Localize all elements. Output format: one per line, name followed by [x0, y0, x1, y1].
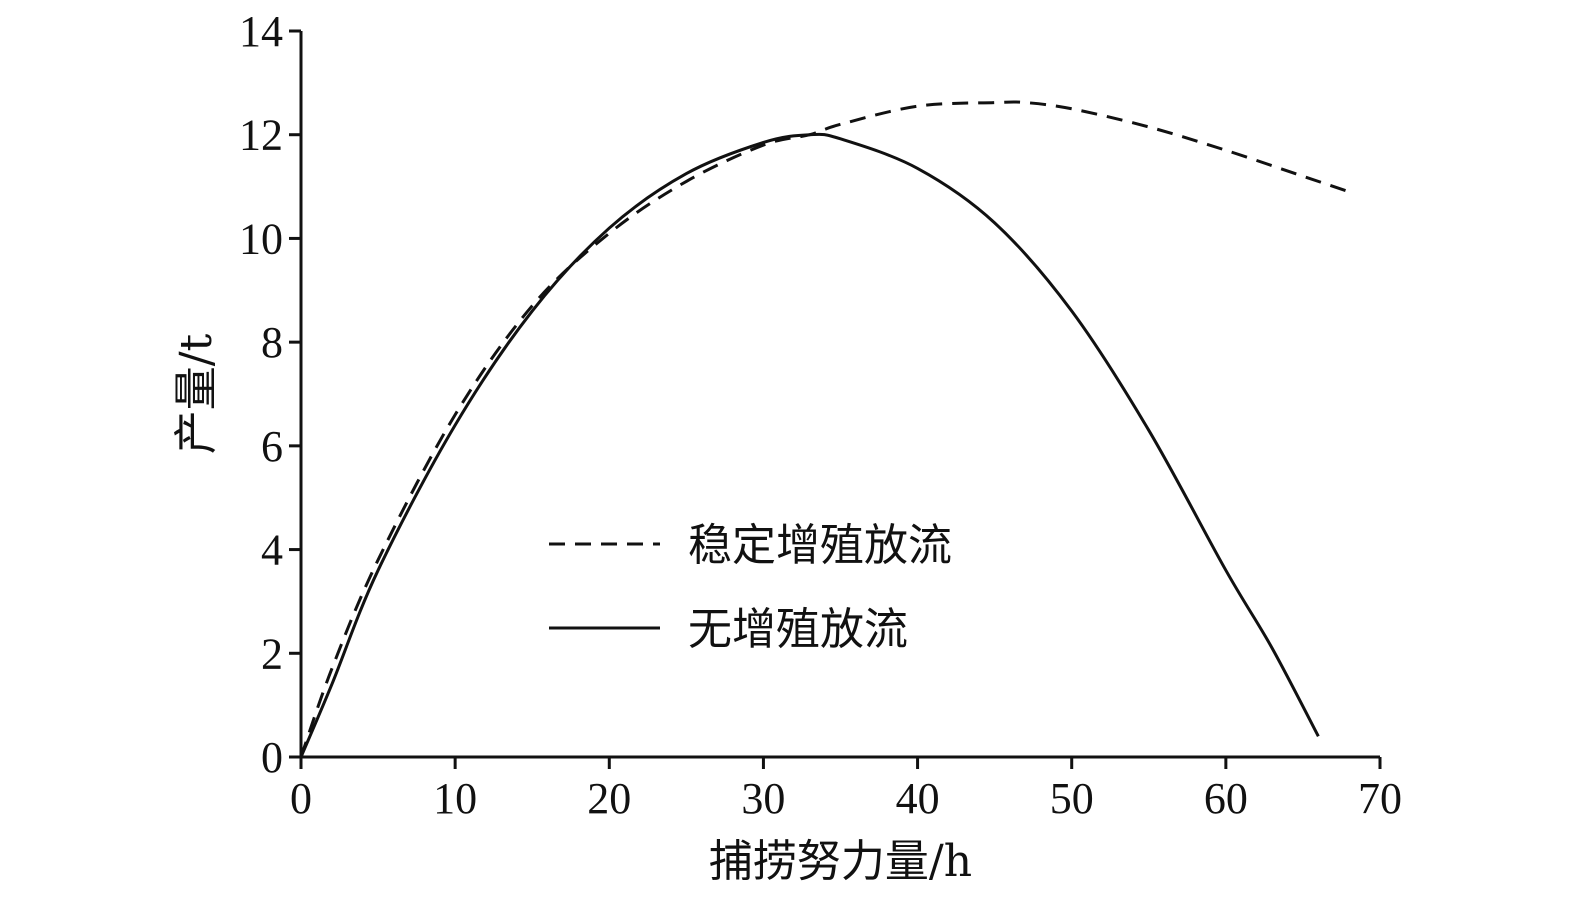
y-tick-label: 2 [261, 629, 283, 678]
x-tick-label: 10 [433, 774, 477, 823]
x-tick-label: 50 [1050, 774, 1094, 823]
y-axis-ticks: 0 2 4 6 8 10 12 14 [239, 7, 301, 782]
series-line-no-release [299, 132, 1320, 758]
x-tick-label: 0 [290, 774, 312, 823]
axes [299, 31, 1380, 759]
x-tick-label: 20 [587, 774, 631, 823]
y-axis-title: 产量/t [171, 333, 222, 454]
legend-label-stable-release: 稳定增殖放流 [688, 520, 952, 571]
legend: 稳定增殖放流 无增殖放流 [549, 520, 952, 655]
y-tick-label: 10 [239, 214, 283, 263]
legend-label-no-release: 无增殖放流 [688, 604, 908, 655]
y-tick-label: 6 [261, 422, 283, 471]
x-tick-label: 40 [896, 774, 940, 823]
x-axis-ticks: 0 10 20 30 40 50 60 70 [290, 757, 1402, 823]
y-tick-label: 14 [239, 7, 283, 56]
series-line-stable-release [299, 100, 1350, 758]
x-tick-label: 70 [1358, 774, 1402, 823]
y-tick-label: 0 [261, 733, 283, 782]
x-tick-label: 60 [1204, 774, 1248, 823]
y-tick-label: 4 [261, 526, 283, 575]
y-tick-label: 8 [261, 318, 283, 367]
x-tick-label: 30 [741, 774, 785, 823]
y-tick-label: 12 [239, 111, 283, 160]
x-axis-title: 捕捞努力量/h [709, 836, 972, 887]
plot-area [299, 100, 1350, 758]
